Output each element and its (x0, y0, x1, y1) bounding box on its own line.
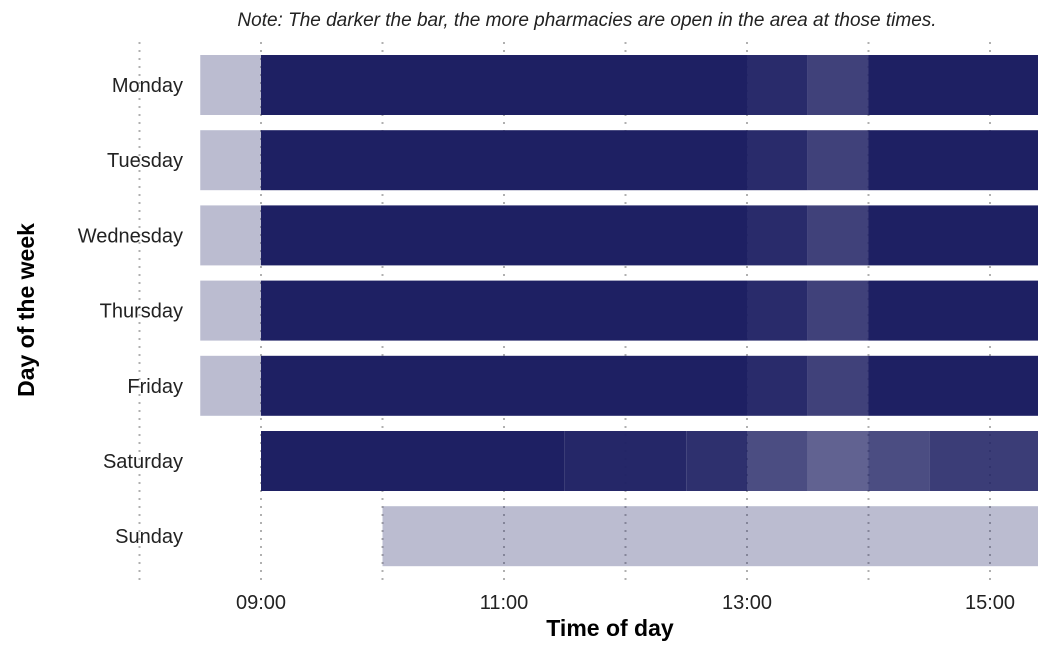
bar-segment (200, 280, 261, 341)
chart-note: Note: The darker the bar, the more pharm… (237, 10, 936, 31)
day-label: Friday (127, 376, 183, 398)
bar-segment (200, 130, 261, 191)
x-tick-label: 15:00 (965, 592, 1015, 614)
day-labels: Monday Tuesday Wednesday Thursday Friday Satu… (78, 75, 183, 548)
bar-segment (807, 205, 869, 266)
bar-segment (747, 355, 808, 416)
bar-segment (868, 431, 930, 491)
day-label: Tuesday (107, 150, 183, 172)
x-tick-label: 09:00 (236, 592, 286, 614)
bar-segment (807, 55, 869, 115)
bars (200, 55, 1038, 567)
bar-segment (807, 355, 869, 416)
y-axis-title: Day of the week (13, 223, 39, 397)
bar-segment (868, 55, 1038, 115)
bar-segment (747, 205, 808, 266)
bar-segment (261, 205, 747, 266)
x-axis-title: Time of day (546, 615, 674, 641)
bar-segment (200, 205, 261, 266)
bar-segment (747, 55, 808, 115)
x-tick-label: 11:00 (480, 592, 529, 614)
day-label: Thursday (100, 301, 183, 323)
day-label: Saturday (103, 451, 183, 473)
bar-segment (200, 55, 261, 115)
bar-segment (261, 355, 747, 416)
bar-segment (868, 355, 1038, 416)
bar-segment (929, 431, 1038, 491)
bar-segment (807, 280, 869, 341)
bar-segment (868, 205, 1038, 266)
bar-segment (807, 130, 869, 191)
bar-segment (868, 130, 1038, 191)
bar-segment (382, 506, 1038, 567)
bar-segment (868, 280, 1038, 341)
bar-segment (261, 431, 565, 491)
day-label: Sunday (115, 526, 183, 548)
bar-segment (261, 280, 747, 341)
bar-segment (747, 431, 808, 491)
bar-segment (686, 431, 747, 491)
bar-segment (564, 431, 687, 491)
bar-segment (747, 280, 808, 341)
bar-segment (807, 431, 869, 491)
day-label: Monday (112, 75, 183, 97)
bar-segment (747, 130, 808, 191)
bar-segment (261, 130, 747, 191)
x-tick-label: 13:00 (722, 592, 772, 614)
bar-segment (200, 355, 261, 416)
day-label: Wednesday (78, 225, 183, 247)
bar-segment (261, 55, 747, 115)
